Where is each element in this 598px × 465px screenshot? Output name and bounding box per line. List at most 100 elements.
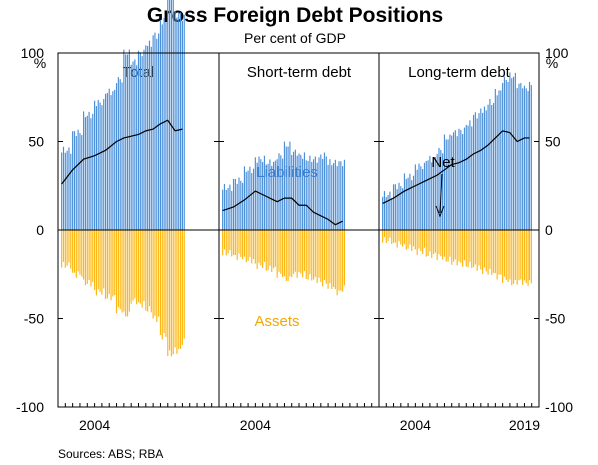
assets-bar: [72, 230, 74, 273]
assets-bar: [340, 230, 342, 291]
assets-bar: [178, 230, 180, 349]
liabilities-bar: [150, 46, 152, 231]
panels-layer: Total Short-term debt Long-term debt: [58, 0, 539, 408]
liabilities-bar: [229, 184, 231, 230]
assets-bar: [482, 230, 484, 274]
liabilities-bar: [79, 133, 81, 230]
assets-bar: [163, 230, 165, 334]
assets-bar: [263, 230, 266, 262]
liabilities-bar: [112, 91, 114, 230]
assets-bar: [507, 230, 509, 282]
assets-bar: [276, 230, 278, 278]
assets-bar: [183, 230, 185, 339]
liabilities-bar: [242, 182, 244, 230]
assets-bar: [525, 230, 527, 284]
liabilities-bar: [234, 178, 236, 230]
assets-bar: [181, 230, 183, 345]
liabilities-bar: [274, 160, 276, 230]
assets-bar: [452, 230, 455, 262]
liabilities-bar: [476, 118, 478, 230]
assets-bar: [509, 230, 511, 280]
liabilities-bar: [81, 135, 83, 230]
panel-1: Total: [58, 0, 219, 408]
liabilities-bar: [431, 162, 433, 230]
plot-frame: [57, 52, 540, 408]
liabilities-bar: [183, 14, 185, 231]
liabilities-bar: [296, 155, 298, 230]
liabilities-bar: [389, 191, 391, 230]
assets-bar: [137, 230, 140, 303]
liabilities-bar: [269, 159, 271, 230]
assets-bar: [73, 230, 76, 273]
assets-bar: [174, 230, 176, 348]
y-tick-label-right: -100: [545, 399, 573, 415]
liabilities-bar: [471, 126, 473, 230]
assets-annotation: Assets: [254, 313, 299, 330]
assets-bar: [467, 230, 469, 268]
assets-bar: [128, 230, 130, 312]
liabilities-bar: [427, 160, 429, 230]
assets-bar: [238, 230, 240, 254]
liabilities-bar: [143, 49, 145, 231]
liabilities-bar: [137, 50, 140, 230]
liabilities-bar: [223, 183, 226, 230]
assets-bar: [394, 230, 396, 243]
x-tick-label: 2004: [400, 417, 431, 433]
assets-bar: [516, 230, 518, 285]
liabilities-bar: [119, 79, 121, 230]
liabilities-bar: [294, 149, 296, 230]
liabilities-bar: [528, 81, 531, 230]
liabilities-bar: [391, 198, 393, 230]
assets-bar: [451, 230, 453, 265]
y-tick-label-right: 50: [545, 134, 561, 150]
y-tick-label-left: 0: [36, 222, 44, 238]
assets-bar: [167, 230, 169, 357]
liabilities-bar: [285, 146, 287, 230]
liabilities-bar: [487, 104, 489, 230]
panel-title: Short-term debt: [247, 64, 352, 81]
liabilities-bar: [491, 104, 493, 230]
assets-bar: [285, 230, 287, 282]
assets-bar: [489, 230, 491, 269]
liabilities-bar: [126, 54, 129, 230]
assets-bar: [454, 230, 456, 260]
liabilities-bar: [83, 111, 85, 230]
assets-bar: [514, 230, 516, 280]
liabilities-bar: [334, 159, 336, 230]
liabilities-bar: [300, 154, 302, 230]
liabilities-bar: [412, 175, 415, 230]
liabilities-bar: [498, 90, 500, 231]
liabilities-bar: [411, 180, 413, 230]
x-tick-label: 2019: [509, 417, 540, 433]
liabilities-bar: [291, 155, 293, 230]
liabilities-bar: [260, 159, 262, 230]
liabilities-bar: [170, 0, 173, 230]
liabilities-bar: [103, 99, 105, 230]
assets-bar: [271, 230, 273, 273]
liabilities-bar: [97, 99, 99, 231]
liabilities-bar: [309, 155, 311, 230]
assets-bar: [434, 230, 436, 253]
assets-bar: [409, 230, 411, 245]
assets-bar: [62, 230, 65, 262]
assets-bar: [432, 230, 435, 255]
assets-bar: [95, 230, 97, 296]
liabilities-bar: [243, 166, 246, 230]
y-tick-label-left: -100: [16, 399, 44, 415]
assets-bar: [121, 230, 123, 313]
liabilities-bar: [154, 32, 156, 230]
assets-bar: [61, 230, 63, 268]
assets-bar: [422, 230, 424, 254]
liabilities-bar: [505, 79, 507, 231]
assets-bar: [405, 230, 407, 250]
assets-bar: [126, 230, 129, 317]
assets-bar: [97, 230, 99, 290]
assets-bar: [294, 230, 296, 272]
assets-bar: [480, 230, 482, 270]
assets-bar: [471, 230, 473, 269]
assets-bar: [291, 230, 293, 278]
liabilities-bar: [249, 166, 251, 230]
liabilities-bar: [88, 111, 90, 230]
assets-bar: [312, 230, 315, 280]
liabilities-bar: [489, 99, 491, 231]
